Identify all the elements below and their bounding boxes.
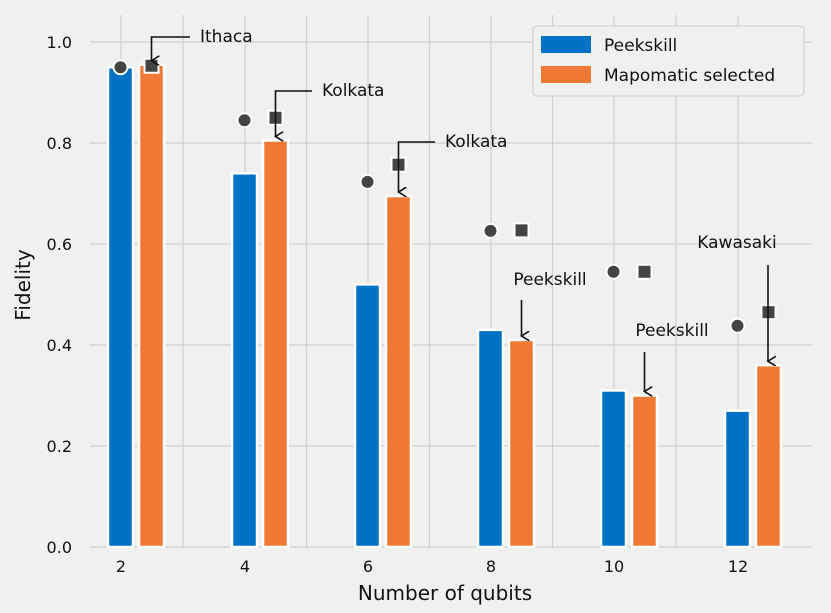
annotation-label: Peekskill	[635, 321, 708, 341]
marker-circle	[359, 173, 376, 190]
x-tick-label: 2	[116, 557, 126, 576]
annotation-arrow	[399, 141, 435, 192]
legend: Peekskill Mapomatic selected	[532, 25, 805, 97]
marker-circle	[482, 222, 499, 239]
annotation-arrow	[152, 36, 190, 61]
bar-peekskill	[723, 409, 752, 549]
marker-circle	[112, 59, 129, 76]
legend-swatch-peekskill	[541, 36, 591, 53]
legend-swatch-mapomatic	[541, 66, 591, 83]
x-tick-label: 12	[728, 557, 748, 576]
bar-mapomatic	[137, 63, 166, 549]
marker-circle	[729, 317, 746, 334]
legend-label-mapomatic: Mapomatic selected	[604, 66, 775, 86]
tick-labels: 0.0 0.2 0.4 0.6 0.8 1.0 2 4 6 8 10 12	[47, 33, 749, 576]
annotation-label: Kolkata	[445, 132, 507, 152]
annotation-label: Kawasaki	[697, 233, 776, 253]
markers	[112, 57, 777, 334]
y-tick-label: 1.0	[47, 33, 72, 52]
bar-mapomatic	[261, 139, 290, 549]
x-tick-label: 4	[240, 557, 250, 576]
y-tick-label: 0.0	[47, 538, 72, 557]
annotations: Ithaca Kolkata Kolkata Peekskill Peekskill Ka…	[152, 27, 777, 392]
bar-peekskill	[353, 283, 382, 549]
y-tick-label: 0.4	[47, 336, 72, 355]
marker-square	[636, 263, 653, 280]
y-axis-label: Fidelity	[11, 249, 35, 321]
annotation-arrow	[276, 90, 312, 136]
bar-peekskill	[476, 328, 505, 549]
y-tick-label: 0.2	[47, 437, 72, 456]
marker-square	[513, 222, 530, 239]
bar-peekskill	[106, 66, 135, 549]
annotation-label: Peekskill	[513, 270, 586, 290]
marker-circle	[605, 263, 622, 280]
bar-peekskill	[599, 389, 628, 549]
bar-mapomatic	[507, 338, 536, 549]
legend-box	[532, 25, 805, 97]
bar-mapomatic	[630, 394, 659, 549]
annotation-label: Ithaca	[200, 27, 253, 47]
x-tick-label: 6	[363, 557, 373, 576]
annotation-label: Kolkata	[322, 81, 384, 101]
marker-circle	[236, 112, 253, 129]
x-tick-label: 10	[604, 557, 624, 576]
bar-mapomatic	[384, 194, 413, 549]
marker-square	[143, 57, 160, 74]
x-tick-label: 8	[486, 557, 496, 576]
bar-peekskill	[230, 172, 259, 549]
bar-mapomatic	[754, 363, 783, 549]
legend-label-peekskill: Peekskill	[604, 36, 677, 56]
y-tick-label: 0.6	[47, 235, 72, 254]
y-tick-label: 0.8	[47, 134, 72, 153]
x-axis-label: Number of qubits	[358, 581, 532, 605]
